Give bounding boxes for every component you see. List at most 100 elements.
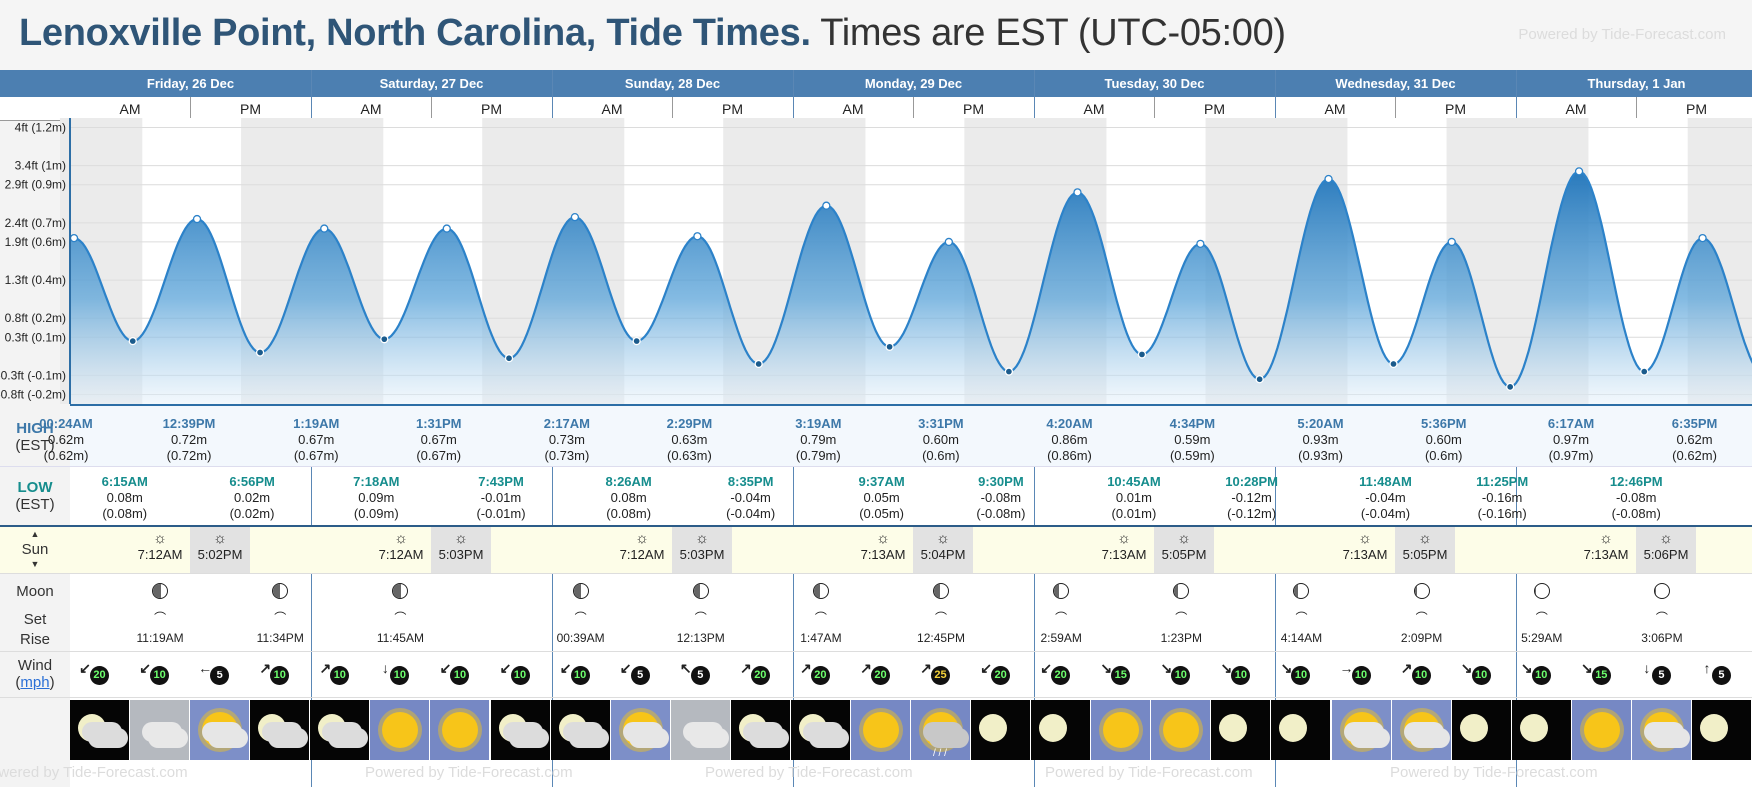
weather-clear-night-icon — [1691, 700, 1751, 760]
low-tide-point — [1255, 375, 1264, 384]
sun-row-bg — [0, 527, 1752, 573]
sunset-time: 5:06PM — [1643, 547, 1689, 562]
moon-time: 4:14AM — [1280, 631, 1323, 645]
moon-time: 3:06PM — [1641, 631, 1683, 645]
sunrise-icon: ☼ — [1358, 530, 1372, 547]
footer-watermark: Powered by Tide-Forecast.com — [0, 764, 188, 781]
wind-unit-link[interactable]: mph — [20, 674, 50, 691]
location-title: Lenoxville Point, North Carolina, Tide T… — [19, 12, 811, 54]
high-label: HIGH — [16, 420, 54, 437]
sunset-icon: ☼ — [454, 530, 468, 547]
low-tide-entry: 11:25PM -0.16m (-0.16m) — [1476, 474, 1528, 522]
weather-clear-night-icon — [1211, 700, 1271, 760]
sunrise-icon: ☼ — [1599, 530, 1613, 547]
moonrise-icon: ⌒ — [694, 611, 707, 625]
footer-watermark: Powered by Tide-Forecast.com — [1045, 764, 1253, 781]
wind-speed-badge: 20 — [1051, 666, 1071, 685]
tide-time: 3:19AM — [795, 416, 842, 431]
moon-set-label: Set — [23, 611, 47, 628]
wind-direction-icon: ↘ — [1280, 660, 1293, 676]
moonrise-icon: ⌒ — [1295, 611, 1308, 625]
high-tide-point — [442, 224, 451, 233]
sunset-entry: ☼ 5:02PM — [190, 527, 250, 573]
sunrise-icon: ☼ — [1117, 530, 1131, 547]
high-tide-point — [1324, 174, 1333, 184]
tide-time: 6:15AM — [101, 474, 148, 489]
tide-line — [69, 170, 1752, 388]
moon-shadow — [273, 584, 281, 598]
sunrise-entry: ☼ 7:12AM — [612, 531, 672, 563]
powered-by-watermark: Powered by Tide-Forecast.com — [1518, 26, 1726, 43]
day-header: Monday, 29 Dec — [864, 76, 963, 91]
cloud-icon — [808, 728, 849, 748]
weather-sunny-icon — [430, 700, 490, 760]
tide-time: 6:35PM — [1671, 416, 1718, 431]
wind-direction-icon: ↙ — [79, 660, 91, 676]
tide-height-rounded: (0.08m) — [606, 506, 652, 521]
low-tide-point — [1137, 350, 1147, 359]
cloud-icon — [628, 728, 669, 748]
weather-sun-cloud-icon — [1631, 700, 1691, 760]
sunset-icon: ☼ — [1418, 530, 1432, 547]
high-tide-entry: 5:36PM 0.60m (0.6m) — [1421, 416, 1467, 464]
tide-height-rounded: (0.97m) — [1548, 448, 1594, 463]
high-tide-entry: 12:39PM 0.72m (0.72m) — [163, 416, 216, 464]
tide-height: 0.62m — [47, 432, 85, 447]
cloud-icon — [88, 728, 128, 748]
y-tick-label: 4ft (1.2m) — [15, 121, 66, 135]
tide-height: 0.08m — [610, 490, 647, 505]
moon-icon — [1219, 714, 1248, 742]
wind-direction-icon: ↗ — [319, 660, 332, 676]
high-tz-label: (EST) — [15, 437, 55, 454]
moonrise-icon: ⌒ — [1055, 611, 1068, 625]
tide-height-rounded: (0.93m) — [1298, 448, 1343, 463]
tide-height: 0.93m — [1302, 432, 1339, 447]
low-tide-point — [1640, 367, 1649, 376]
weather-sunny-icon — [370, 700, 430, 760]
tide-time: 6:17AM — [1547, 416, 1595, 431]
moon-phase-icon — [812, 583, 829, 599]
wind-direction-icon: ↓ — [1643, 660, 1651, 676]
high-tide-point — [1698, 233, 1707, 243]
weather-overcast-icon — [130, 700, 190, 760]
wind-direction-icon: ↗ — [860, 660, 872, 676]
low-tide-point — [885, 342, 894, 351]
moon-shadow — [393, 584, 402, 598]
tide-time: 7:18AM — [353, 474, 400, 489]
sun-icon — [1103, 712, 1140, 748]
moonrise-icon: ⌒ — [1175, 611, 1188, 625]
tide-height: 0.97m — [1552, 432, 1590, 447]
weather-overcast-icon — [670, 700, 730, 760]
moon-phase-icon — [152, 583, 169, 599]
moon-phase-icon — [572, 583, 589, 599]
moon-shadow — [573, 584, 581, 598]
am-label: AM — [842, 101, 864, 117]
cloud-icon — [929, 728, 969, 748]
sunset-time: 5:02PM — [197, 547, 243, 562]
high-tide-point — [822, 201, 831, 210]
moon-shadow — [1294, 584, 1298, 598]
high-tide-point — [944, 237, 953, 247]
moon-time: 11:34PM — [256, 631, 304, 645]
cloud-icon — [1349, 728, 1390, 748]
tide-height: -0.16m — [1481, 490, 1523, 505]
powered-by-footer: Powered by Tide-Forecast.com Powered by … — [0, 764, 1752, 784]
sun-icon — [1583, 712, 1620, 748]
sunrise-icon: ☼ — [876, 530, 890, 547]
day-header: Tuesday, 30 Dec — [1104, 76, 1205, 91]
moon-phase-icon — [1533, 583, 1550, 599]
sun-icon — [862, 712, 899, 748]
wind-unit-label: (mph) — [15, 674, 55, 691]
am-label: AM — [601, 101, 623, 117]
wind-direction-icon: ↗ — [259, 660, 272, 676]
weather-cloudy-night-icon — [550, 700, 610, 760]
tide-height-rounded: (0.72m) — [166, 448, 212, 463]
moon-phase-icon — [1293, 583, 1310, 599]
wind-direction-icon: ←→ — [198, 660, 226, 676]
footer-watermark: Powered by Tide-Forecast.com — [365, 764, 573, 781]
tide-height-rounded: (0.6m) — [922, 448, 960, 463]
wind-direction-icon: ↖ — [679, 660, 692, 676]
tide-time: 2:29PM — [666, 416, 713, 431]
